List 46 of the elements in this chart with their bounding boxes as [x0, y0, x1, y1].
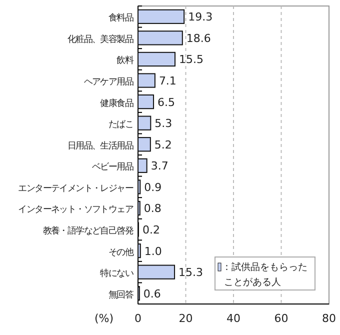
text: 15.5 — [179, 53, 204, 66]
y-tick-label: 日用品、生活用品 — [67, 140, 134, 152]
text: 3.7 — [150, 160, 168, 173]
text: 18.6 — [186, 32, 211, 45]
bar — [138, 180, 141, 194]
y-tick-label: エンターテイメント・レジャー — [18, 184, 134, 194]
bar — [138, 30, 183, 46]
y-tick-label: その他 — [108, 246, 134, 258]
x-tick-label: 80 — [322, 312, 336, 325]
x-tick-label: 20 — [178, 312, 193, 325]
bar — [138, 52, 176, 67]
bar — [138, 264, 176, 280]
y-tick-label: インターネット・ソフトウェア — [18, 205, 134, 216]
text: 15.3 — [178, 266, 204, 280]
text: 0.2 — [142, 224, 160, 236]
bar — [138, 116, 152, 130]
text: 5.2 — [154, 138, 172, 152]
y-tick-label: 健康食品 — [100, 98, 134, 109]
y-tick-label: ベビー用品 — [92, 162, 134, 173]
bar — [138, 73, 156, 88]
text: 5.3 — [154, 117, 172, 130]
x-tick-label: 40 — [226, 312, 240, 325]
text: 1.0 — [144, 244, 162, 258]
text: 0.9 — [144, 180, 162, 194]
text: 7.1 — [158, 74, 176, 88]
y-tick-label: 飲料 — [116, 55, 134, 66]
bar — [138, 9, 185, 24]
y-tick-label: 教養・語学など自己啓発 — [42, 226, 134, 236]
x-axis-title: (%) — [94, 312, 114, 325]
y-tick-label: 無回答 — [108, 289, 134, 300]
text: 0.6 — [143, 287, 161, 300]
text: 19.3 — [188, 10, 213, 24]
y-tick-label: 化粧品、美容製品 — [67, 34, 134, 45]
y-tick-label: 食料品 — [108, 12, 134, 24]
bar — [138, 158, 148, 173]
x-tick-label: 0 — [134, 312, 142, 325]
text: 6.5 — [158, 96, 176, 109]
y-tick-label: ヘアケア用品 — [84, 76, 134, 88]
bar — [138, 137, 151, 152]
text: 0.8 — [144, 202, 162, 216]
bar — [138, 94, 154, 110]
y-tick-label: 特にない — [100, 268, 134, 280]
y-tick-label: たばこ — [108, 119, 133, 130]
legend-label: ：試供品をもらったことがある人 — [222, 261, 308, 288]
x-tick-label: 60 — [274, 312, 288, 325]
bar — [138, 243, 141, 258]
